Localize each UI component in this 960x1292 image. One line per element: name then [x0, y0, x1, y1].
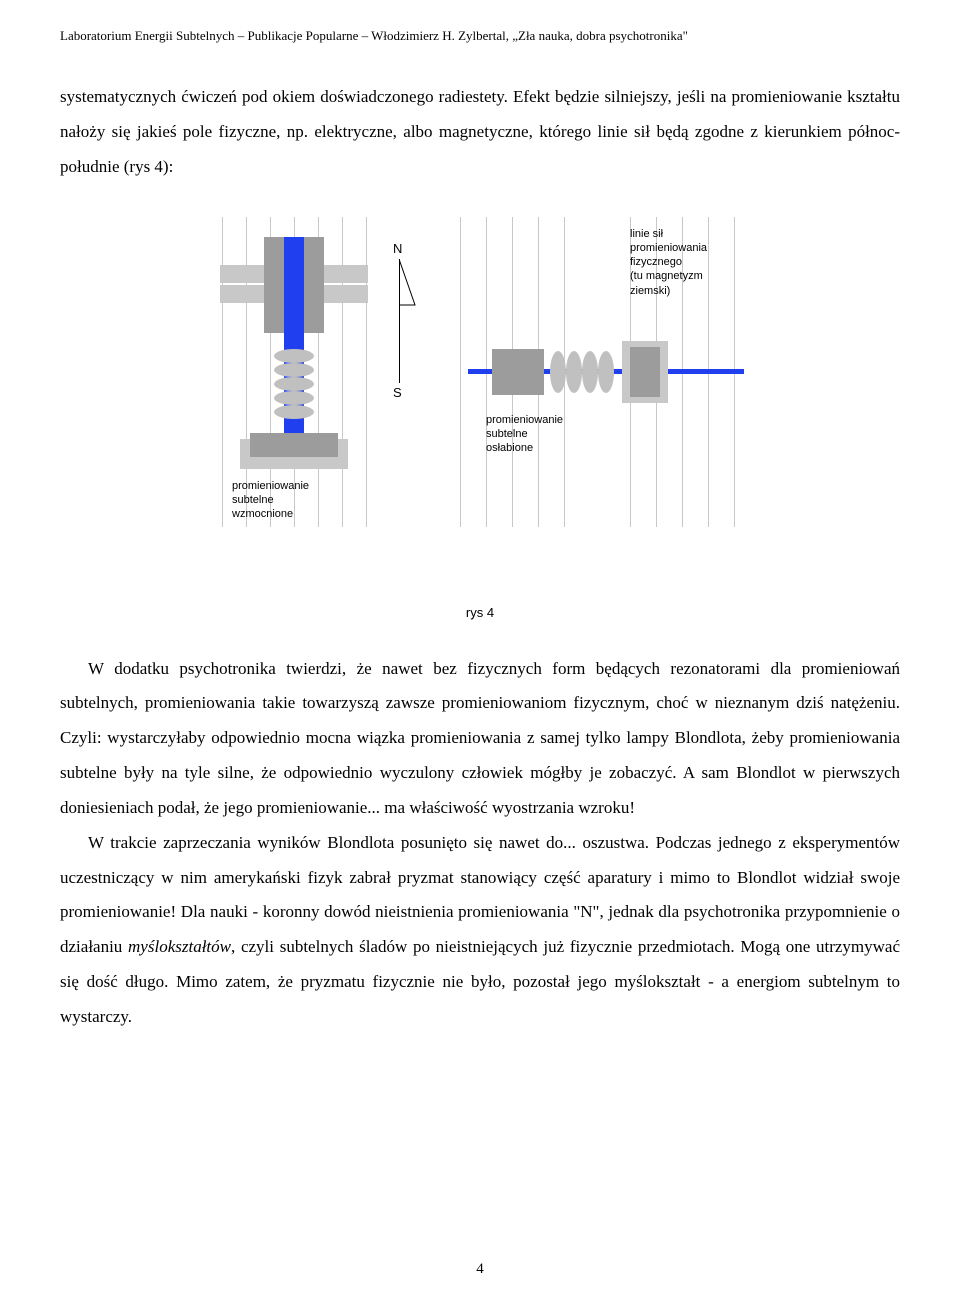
right-block-1 — [492, 349, 544, 395]
left-coil-3 — [274, 377, 314, 391]
compass-s: S — [393, 385, 402, 400]
right-coil-3 — [582, 351, 598, 393]
right-coil-2 — [566, 351, 582, 393]
compass-needle-icon — [399, 259, 419, 309]
grid-line — [366, 217, 367, 527]
fig-label-top: linie sił promieniowania fizycznego (tu … — [630, 227, 707, 298]
compass-n: N — [393, 241, 402, 256]
paragraph-1: systematycznych ćwiczeń pod okiem doświa… — [60, 80, 900, 185]
left-coil-5 — [274, 405, 314, 419]
paragraph-3: W trakcie zaprzeczania wyników Blondlota… — [60, 826, 900, 1035]
paragraph-2: W dodatku psychotronika twierdzi, że naw… — [60, 652, 900, 826]
left-coil-2 — [274, 363, 314, 377]
para3-italic: myślokształtów — [128, 937, 231, 956]
fig-label-left: promieniowanie subtelne wzmocnione — [232, 479, 309, 522]
grid-line — [222, 217, 223, 527]
right-block-2 — [630, 347, 660, 397]
page-number: 4 — [0, 1261, 960, 1278]
left-coil-1 — [274, 349, 314, 363]
grid-line — [342, 217, 343, 527]
page-header: Laboratorium Energii Subtelnych – Publik… — [60, 28, 900, 44]
left-coil-4 — [274, 391, 314, 405]
fig-label-mid: promieniowanie subtelne osłabione — [486, 413, 563, 456]
figure-4-caption: rys 4 — [60, 605, 900, 620]
right-coil-1 — [550, 351, 566, 393]
left-base-grey — [250, 433, 338, 457]
grid-line — [460, 217, 461, 527]
right-coil-4 — [598, 351, 614, 393]
figure-4: N S linie sił promieniowania fizycznego … — [190, 207, 770, 587]
compass: N S — [389, 245, 411, 395]
